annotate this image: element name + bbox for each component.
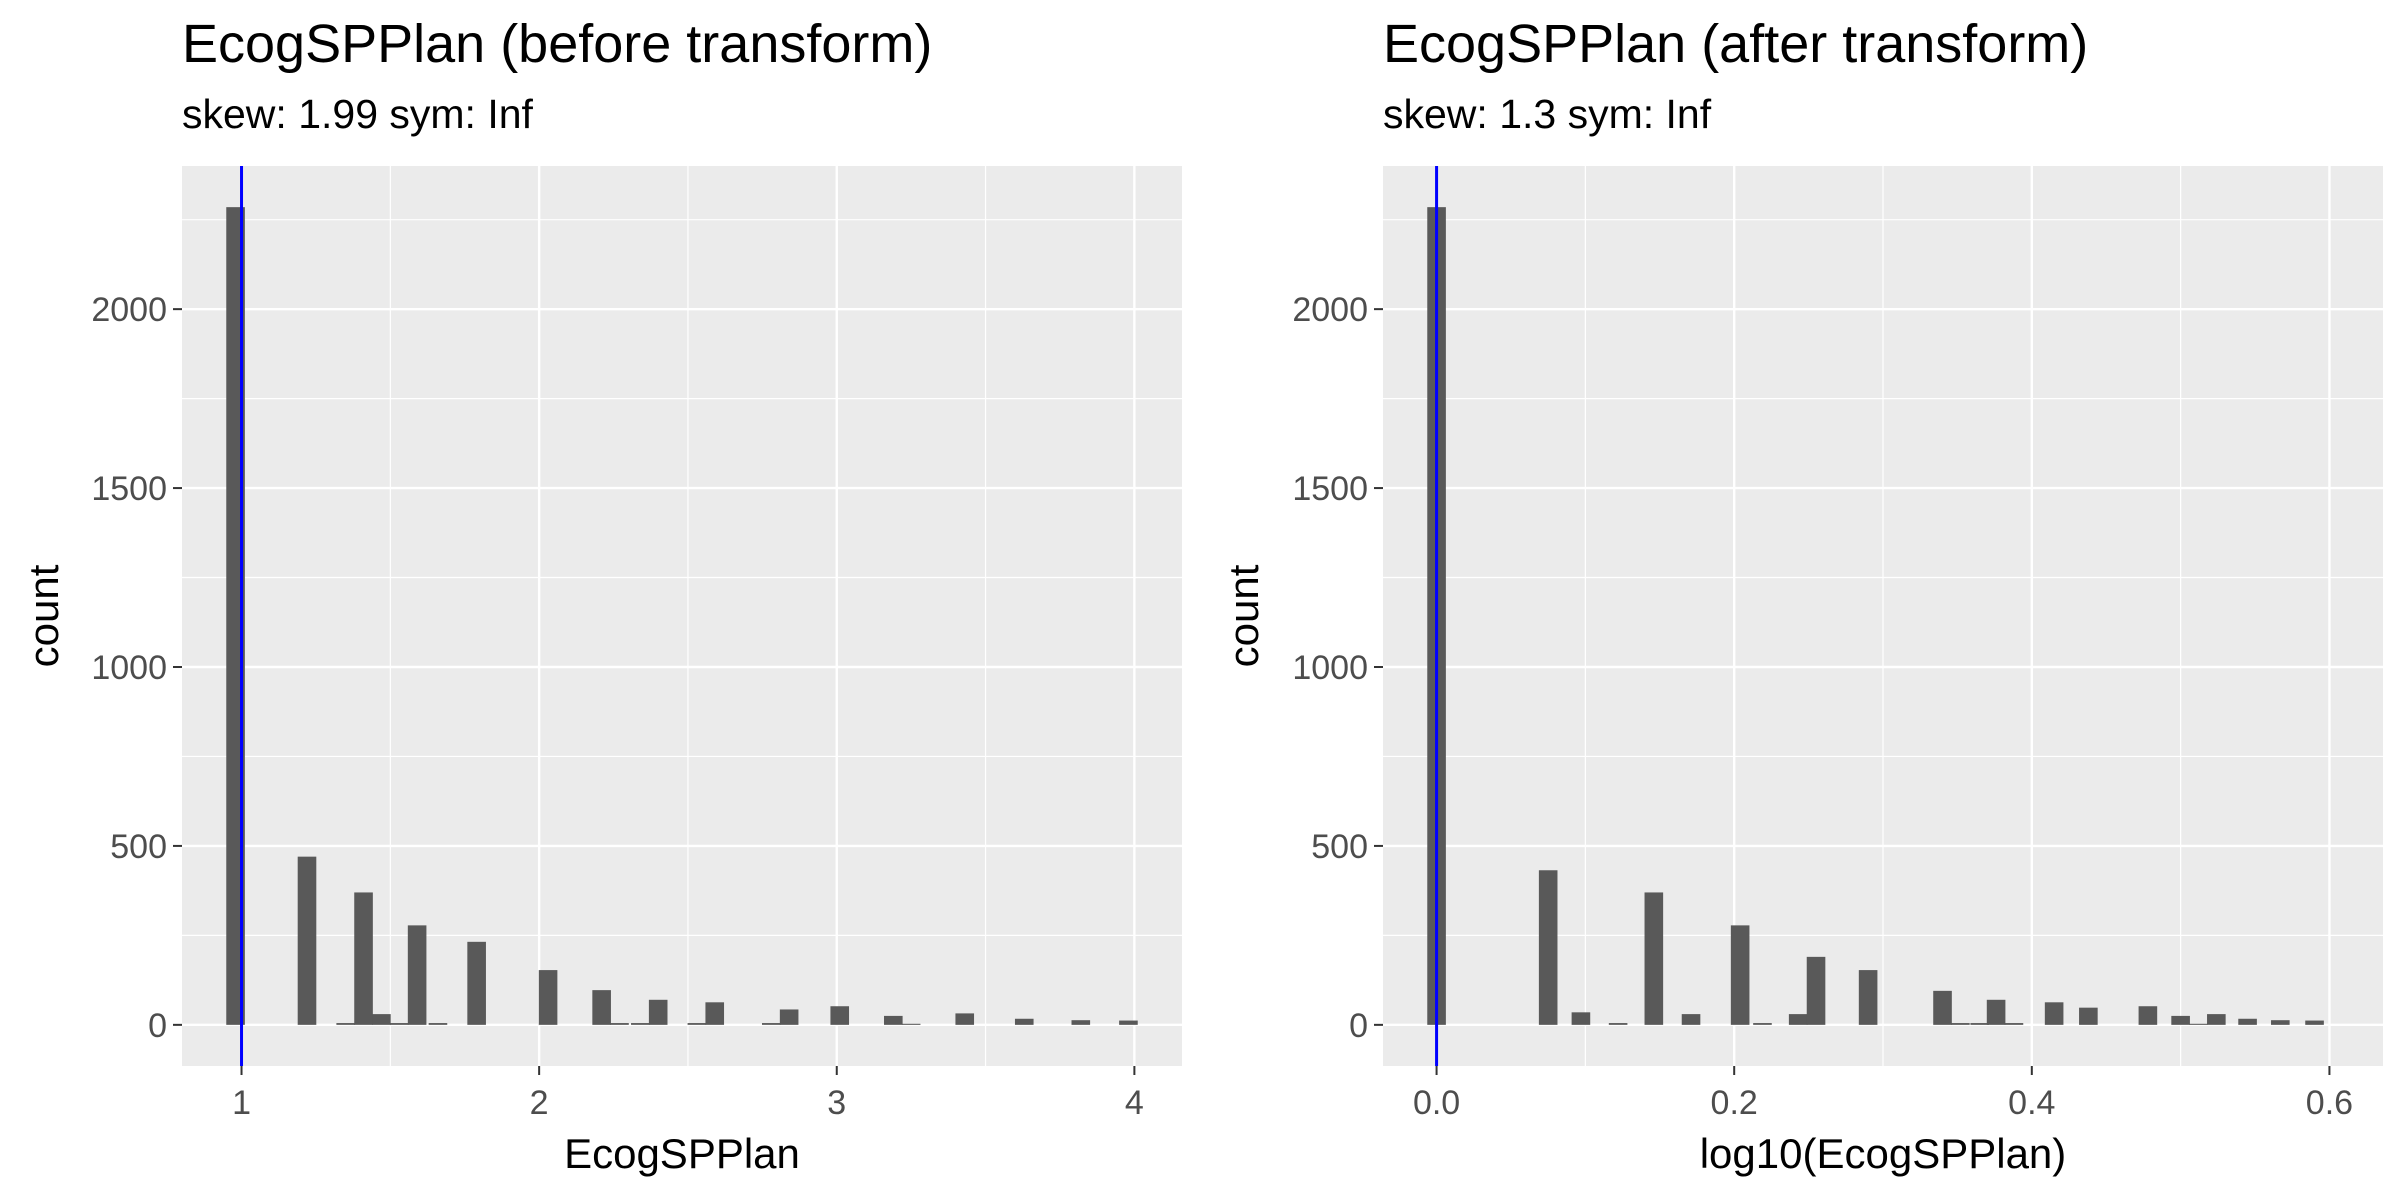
histogram-bar xyxy=(705,1002,725,1025)
histogram-bar xyxy=(1644,892,1664,1025)
histogram-bar xyxy=(592,990,611,1025)
histogram-bar xyxy=(631,1023,650,1025)
y-tick-label: 1000 xyxy=(1292,649,1368,687)
histogram-bar xyxy=(407,925,427,1025)
x-tick-label: 0.2 xyxy=(1711,1084,1758,1122)
histogram-bar xyxy=(428,1023,448,1025)
histogram-bar xyxy=(336,1023,355,1025)
y-tick-label: 2000 xyxy=(91,291,167,329)
histogram-bar xyxy=(1608,1023,1628,1025)
histogram-bar xyxy=(1788,1014,1808,1025)
y-axis-title: count xyxy=(1220,564,1267,667)
chart-title: EcogSPPlan (before transform) xyxy=(182,14,932,74)
x-axis-title: EcogSPPlan xyxy=(564,1130,800,1177)
y-axis: 0 500 1000 1500 2000 xyxy=(91,291,182,1045)
chart-subtitle: skew: 1.3 sym: Inf xyxy=(1383,91,1712,137)
histogram-bar xyxy=(610,1023,629,1025)
histogram-bar xyxy=(1538,870,1558,1025)
x-tick-label: 3 xyxy=(827,1084,846,1122)
histogram-bar xyxy=(297,856,317,1025)
histogram-bar xyxy=(1571,1012,1591,1025)
chart-title: EcogSPPlan (after transform) xyxy=(1383,14,2088,74)
histogram-bar xyxy=(2004,1023,2024,1025)
y-tick-label: 500 xyxy=(110,828,167,866)
x-tick-label: 4 xyxy=(1125,1084,1144,1122)
y-tick-label: 2000 xyxy=(1292,291,1368,329)
x-tick-label: 1 xyxy=(232,1084,251,1122)
histogram-bar xyxy=(2207,1014,2226,1025)
histogram-bar xyxy=(1806,956,1826,1025)
histogram-bar xyxy=(830,1006,850,1025)
histogram-bar xyxy=(1933,990,1952,1025)
histogram-bar xyxy=(389,1023,409,1025)
x-axis-title: log10(EcogSPPlan) xyxy=(1700,1130,2067,1177)
histogram-bar xyxy=(2044,1002,2064,1025)
histogram-bar xyxy=(1986,999,2006,1025)
x-axis: 0.0 0.2 0.4 0.6 xyxy=(1413,1066,2353,1122)
histogram-bar xyxy=(1730,925,1750,1025)
histogram-bar xyxy=(687,1023,707,1025)
histogram-bar xyxy=(884,1015,903,1025)
y-axis-title: count xyxy=(20,564,67,667)
histogram-bar xyxy=(2271,1020,2290,1025)
chart-before-transform: EcogSPPlan (before transform) skew: 1.99… xyxy=(20,14,1182,1177)
histogram-bar xyxy=(1014,1018,1034,1025)
histogram-bar xyxy=(1071,1020,1091,1025)
histogram-bar xyxy=(2079,1007,2098,1025)
histogram-bar xyxy=(761,1023,781,1025)
histogram-bar xyxy=(1119,1020,1138,1025)
histogram-bar xyxy=(372,1014,391,1025)
histogram-bar xyxy=(1753,1023,1772,1025)
chart-subtitle: skew: 1.99 sym: Inf xyxy=(182,91,534,137)
y-tick-label: 500 xyxy=(1311,828,1368,866)
x-tick-label: 0.0 xyxy=(1413,1084,1460,1122)
histogram-bar xyxy=(648,999,668,1025)
histogram-bar xyxy=(955,1013,975,1025)
x-tick-label: 0.6 xyxy=(2306,1084,2353,1122)
plot-panel-background xyxy=(182,166,1182,1066)
histogram-bar xyxy=(2305,1020,2324,1025)
histogram-bar xyxy=(538,970,558,1025)
histogram-bar xyxy=(779,1009,799,1025)
chart-after-transform: EcogSPPlan (after transform) skew: 1.3 s… xyxy=(1220,14,2383,1177)
x-axis: 1 2 3 4 xyxy=(232,1066,1144,1122)
y-tick-label: 1500 xyxy=(1292,470,1368,508)
histogram-bar xyxy=(2138,1006,2158,1025)
y-axis: 0 500 1000 1500 2000 xyxy=(1292,291,1383,1045)
y-tick-label: 1500 xyxy=(91,470,167,508)
x-tick-label: 0.4 xyxy=(2008,1084,2055,1122)
histogram-bar xyxy=(1951,1023,1970,1025)
histogram-bar xyxy=(901,1023,921,1025)
y-tick-label: 1000 xyxy=(91,649,167,687)
histogram-bar xyxy=(1681,1014,1701,1025)
histogram-bar xyxy=(1858,970,1878,1025)
histogram-bars xyxy=(226,207,1138,1025)
histogram-bar xyxy=(354,892,373,1025)
y-tick-label: 0 xyxy=(1349,1007,1368,1045)
histogram-bar xyxy=(2238,1018,2257,1025)
x-tick-label: 2 xyxy=(530,1084,549,1122)
histogram-bar xyxy=(1970,1023,1990,1025)
histogram-bar xyxy=(2171,1015,2190,1025)
histogram-bar xyxy=(467,941,486,1025)
histogram-bar xyxy=(2189,1023,2208,1025)
y-tick-label: 0 xyxy=(148,1007,167,1045)
